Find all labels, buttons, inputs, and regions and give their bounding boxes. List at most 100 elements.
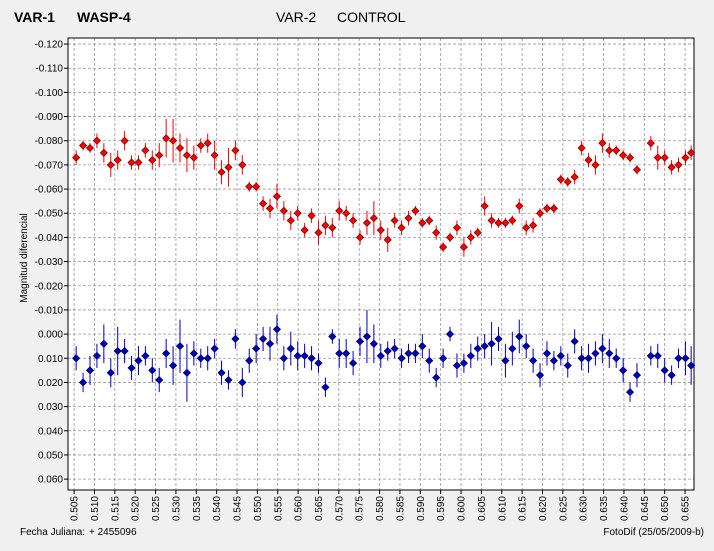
point xyxy=(494,334,503,343)
point xyxy=(245,356,254,365)
point xyxy=(335,206,344,215)
point xyxy=(231,146,240,155)
point xyxy=(342,209,351,218)
point xyxy=(625,153,635,162)
x-tick-label: 0.570 xyxy=(334,496,345,521)
y-tick-label: -0.010 xyxy=(35,305,64,316)
x-tick-label: 0.595 xyxy=(436,496,447,521)
point xyxy=(432,373,441,382)
point xyxy=(127,363,136,373)
y-tick-label: 0.050 xyxy=(38,450,63,461)
point xyxy=(196,141,205,150)
point xyxy=(182,151,191,160)
point xyxy=(307,354,316,363)
point xyxy=(169,136,178,145)
point xyxy=(397,223,406,232)
y-tick-label: 0.020 xyxy=(38,378,63,389)
x-tick-label: 0.565 xyxy=(314,496,325,521)
point xyxy=(182,368,191,377)
x-tick-label: 0.655 xyxy=(681,496,692,521)
point xyxy=(515,332,524,341)
y-tick-label: 0.010 xyxy=(38,354,63,365)
point xyxy=(508,344,517,353)
point xyxy=(418,342,427,351)
x-tick-label: 0.600 xyxy=(457,496,468,521)
point xyxy=(425,216,434,225)
point xyxy=(632,371,642,380)
y-tick-label: -0.120 xyxy=(35,40,64,51)
point xyxy=(646,351,655,360)
y-tick-label: -0.060 xyxy=(35,185,64,196)
point xyxy=(411,349,420,358)
point xyxy=(452,361,462,370)
x-tick-label: 0.545 xyxy=(233,496,244,521)
point xyxy=(494,218,503,227)
y-tick-label: -0.090 xyxy=(35,112,64,123)
point xyxy=(687,361,696,370)
point xyxy=(591,349,600,358)
x-tick-label: 0.555 xyxy=(273,496,284,521)
point xyxy=(556,175,565,184)
point xyxy=(660,153,669,162)
y-tick-label: -0.020 xyxy=(35,281,64,292)
point xyxy=(660,366,669,375)
point xyxy=(265,204,275,213)
point xyxy=(203,139,212,148)
point xyxy=(452,223,462,232)
point xyxy=(259,199,268,208)
point xyxy=(542,349,552,358)
point xyxy=(674,160,683,169)
x-tick-label: 0.505 xyxy=(70,496,81,521)
point xyxy=(175,143,185,153)
x-tick-label: 0.590 xyxy=(416,496,427,521)
point xyxy=(272,325,282,334)
point xyxy=(439,354,448,363)
point xyxy=(120,136,129,145)
legend-var: VAR-2 xyxy=(276,9,316,25)
point xyxy=(425,356,434,365)
point xyxy=(113,155,122,165)
point xyxy=(224,375,233,385)
x-tick-label: 0.525 xyxy=(151,496,162,521)
point xyxy=(293,209,302,218)
x-tick-label: 0.575 xyxy=(355,496,366,521)
point xyxy=(148,366,157,375)
point xyxy=(79,141,88,150)
point xyxy=(529,221,538,230)
x-tick-label: 0.535 xyxy=(192,496,203,521)
point xyxy=(687,148,696,157)
x-tick-label: 0.625 xyxy=(558,496,569,521)
point xyxy=(619,366,628,375)
point xyxy=(321,383,330,392)
point xyxy=(134,356,143,365)
point xyxy=(355,337,365,346)
y-tick-label: 0.030 xyxy=(38,402,63,413)
point xyxy=(432,228,441,237)
point xyxy=(279,354,288,363)
point xyxy=(335,349,344,358)
legend-var: VAR-1 xyxy=(14,9,55,25)
y-tick-label: -0.080 xyxy=(35,136,64,147)
y-tick-label: 0.000 xyxy=(38,330,63,341)
point xyxy=(570,337,579,346)
point xyxy=(529,356,538,365)
point xyxy=(667,371,676,380)
x-tick-label: 0.645 xyxy=(640,496,651,521)
x-tick-label: 0.530 xyxy=(171,496,182,521)
y-tick-label: -0.070 xyxy=(35,160,64,171)
point xyxy=(535,371,545,380)
point xyxy=(563,177,572,186)
x-tick-label: 0.520 xyxy=(131,496,142,521)
point xyxy=(217,168,226,177)
point xyxy=(383,346,392,356)
point xyxy=(480,201,489,211)
point xyxy=(106,368,115,377)
point xyxy=(459,243,468,252)
x-axis-label: Fecha Juliana: xyxy=(20,527,85,538)
point xyxy=(349,216,358,225)
point xyxy=(619,151,628,160)
point xyxy=(293,351,302,360)
point xyxy=(404,349,413,358)
point xyxy=(362,218,372,227)
point xyxy=(92,136,101,145)
